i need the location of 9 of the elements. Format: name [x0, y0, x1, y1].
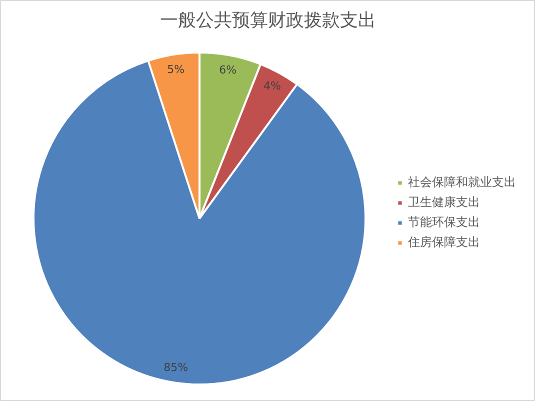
data-label: 85% [164, 361, 188, 374]
legend-label: 卫生健康支出 [408, 194, 480, 211]
legend-label: 社会保障和就业支出 [408, 174, 516, 191]
data-label: 6% [219, 64, 237, 77]
chart-title: 一般公共预算财政拨款支出 [160, 10, 376, 31]
legend-label: 节能环保支出 [408, 214, 480, 231]
data-label: 5% [167, 62, 185, 76]
legend-label: 住房保障支出 [408, 234, 480, 251]
data-label: 4% [264, 80, 281, 93]
